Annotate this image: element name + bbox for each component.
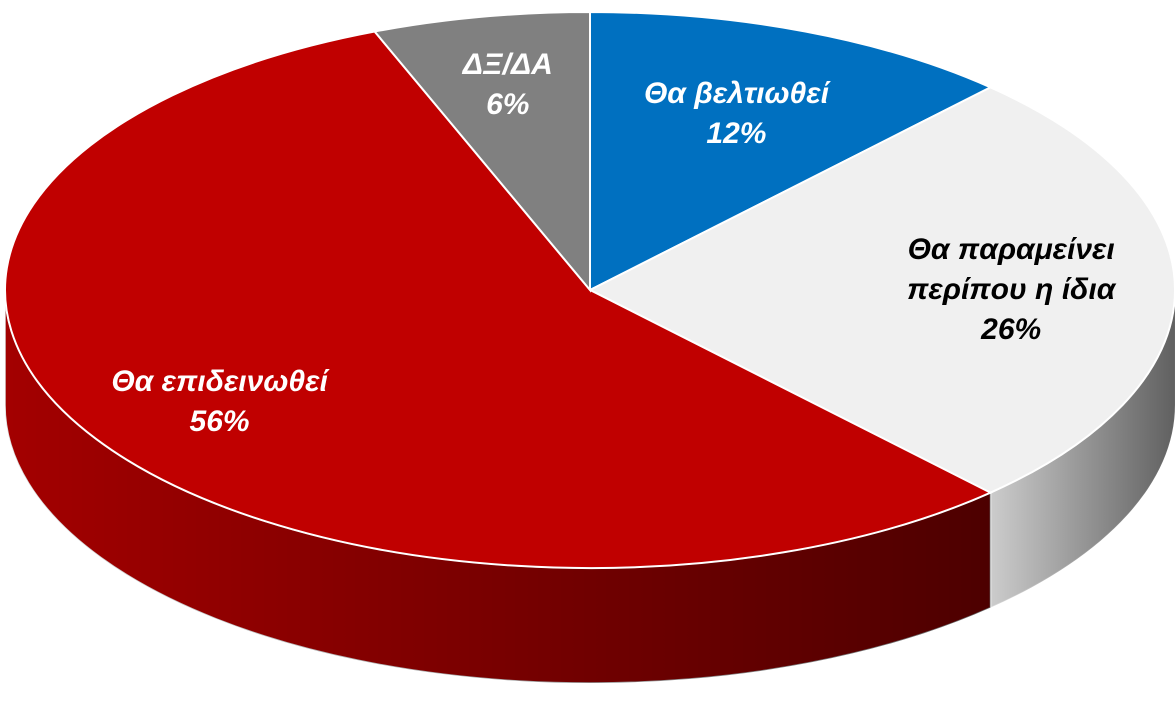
value-label: 26% (981, 313, 1042, 346)
value-label: 6% (486, 88, 530, 122)
slice (589, 10, 993, 292)
value-label: 56% (189, 404, 250, 438)
slice-label: Θα επιδεινωθεί 56% (111, 362, 327, 442)
value-label: 12% (706, 117, 767, 151)
slice (4, 30, 993, 569)
slice (372, 10, 591, 293)
slice-side-shade (990, 290, 1175, 608)
slice (587, 86, 1176, 494)
category-label: Θα επιδεινωθεί (111, 364, 328, 398)
category-label: ΔΞ/ΔΑ (462, 48, 553, 82)
slice-label: Θα παραμείνει περίπου η ίδια 26% (861, 230, 1161, 350)
slice-side-shade (5, 290, 991, 684)
slice-label: ΔΞ/ΔΑ 6% (463, 45, 553, 125)
category-label: Θα βελτιωθεί (643, 77, 829, 111)
category-label: Θα παραμείνει περίπου η ίδια (907, 233, 1116, 306)
slice-label: Θα βελτιωθεί 12% (644, 74, 829, 154)
